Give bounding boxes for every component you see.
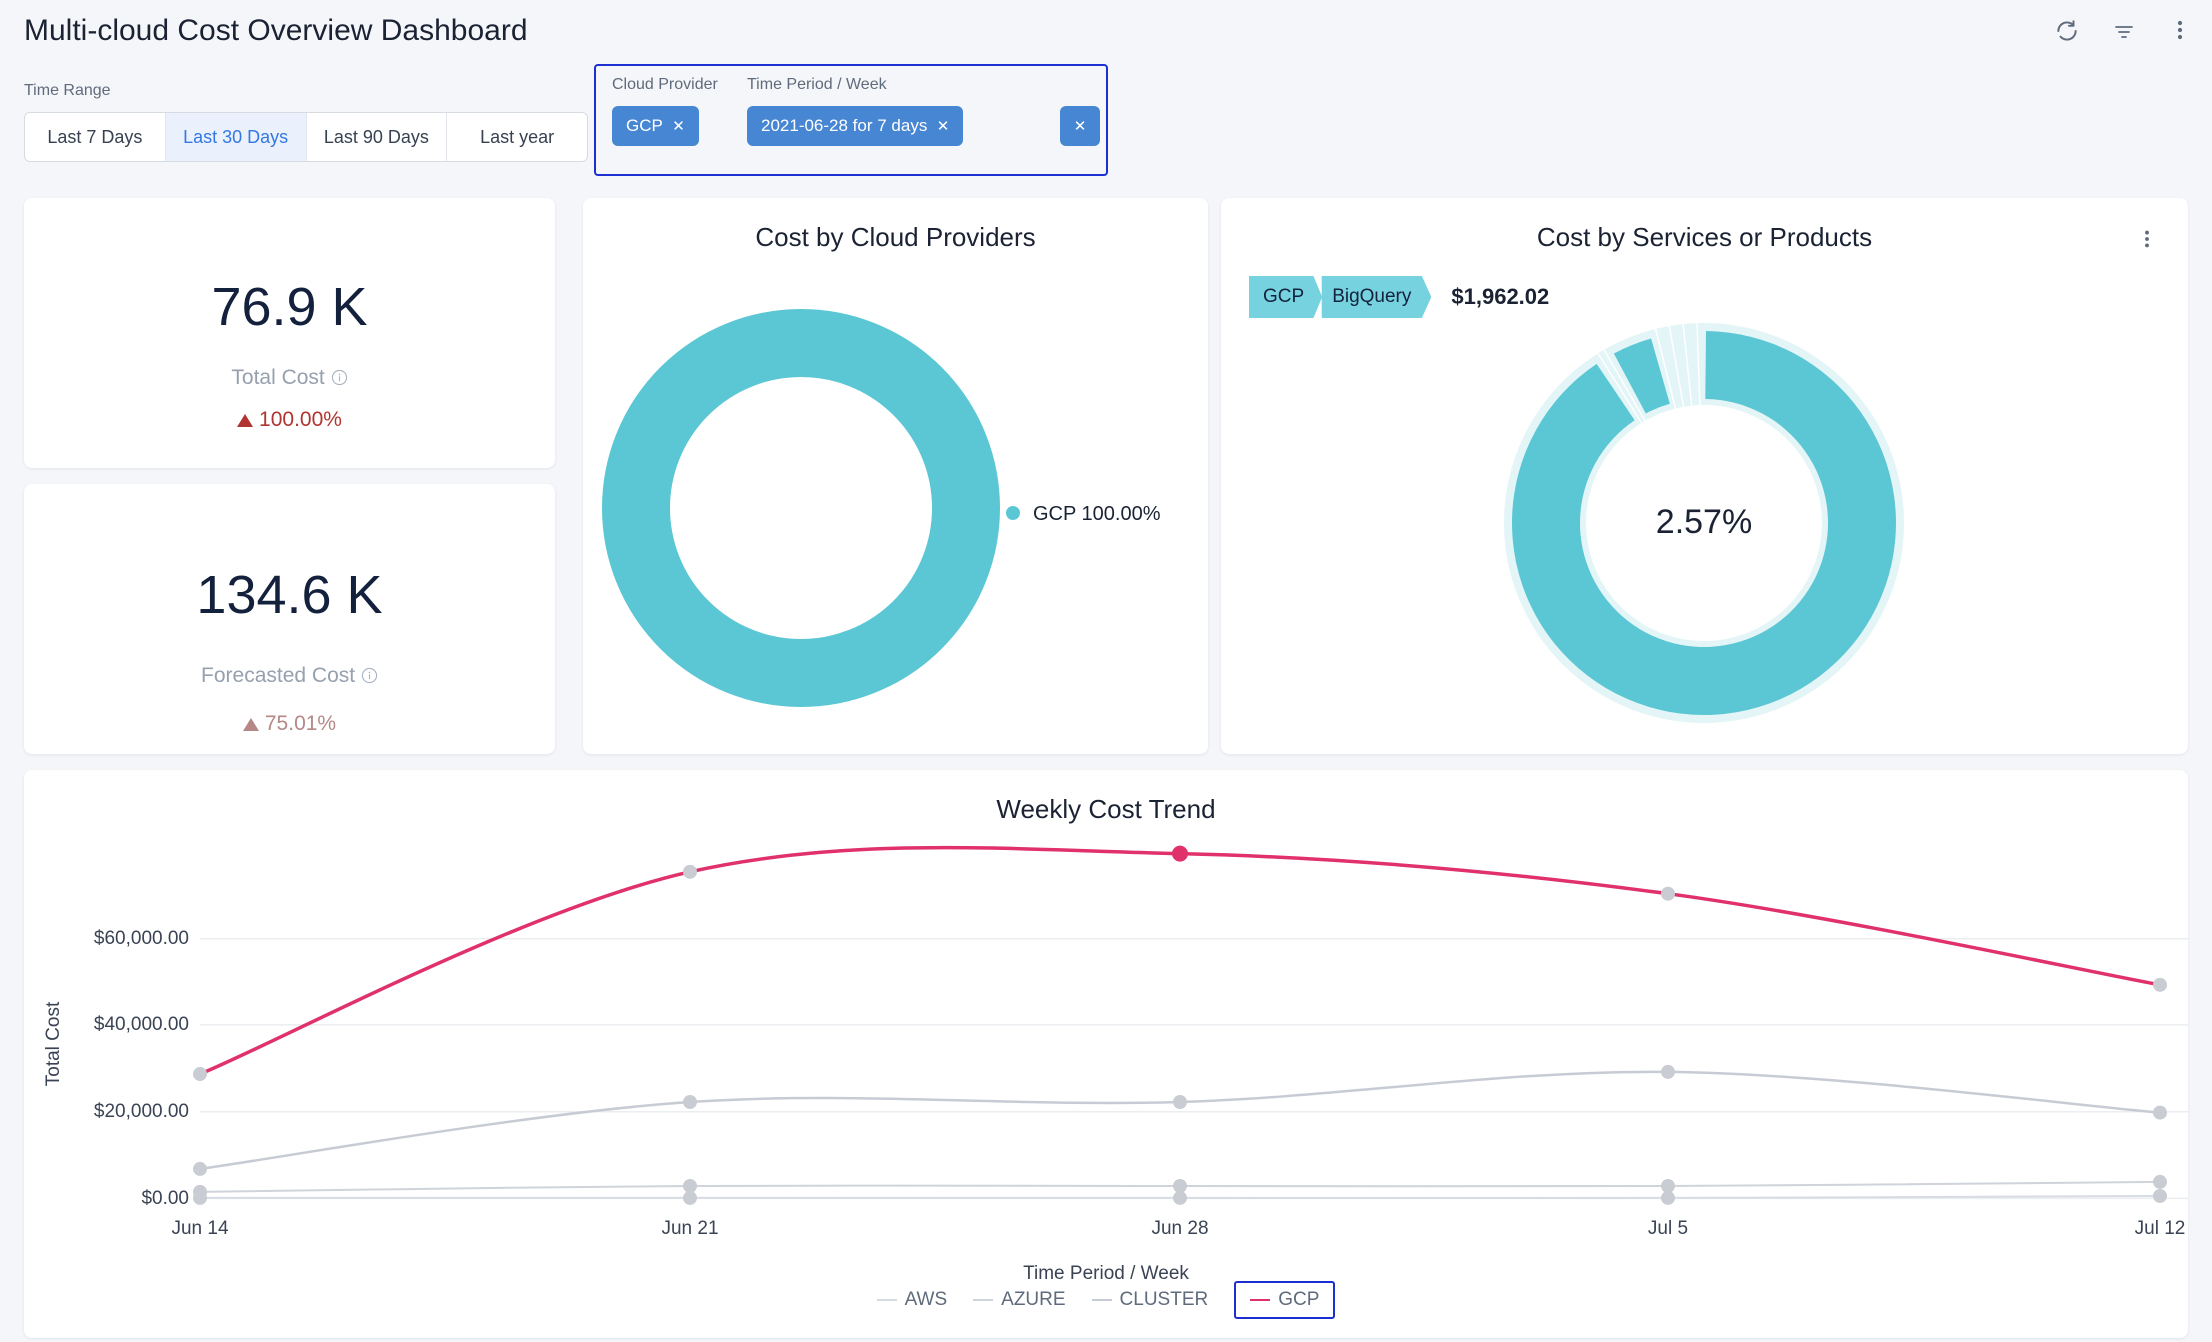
svg-text:$40,000.00: $40,000.00 [94,1014,189,1035]
svg-text:Jun 21: Jun 21 [661,1218,718,1239]
svg-text:Jun 28: Jun 28 [1151,1218,1208,1239]
svg-text:Jul 5: Jul 5 [1648,1218,1688,1239]
svg-text:$0.00: $0.00 [141,1188,189,1209]
svg-text:2.57%: 2.57% [1656,503,1752,541]
svg-text:Jun 14: Jun 14 [171,1218,228,1239]
svg-text:Jul 12: Jul 12 [2135,1218,2186,1239]
svg-text:$60,000.00: $60,000.00 [94,928,189,949]
svg-text:Total Cost: Total Cost [43,1001,64,1086]
svg-text:$20,000.00: $20,000.00 [94,1101,189,1122]
svg-text:GCP 100.00%: GCP 100.00% [1033,503,1161,525]
